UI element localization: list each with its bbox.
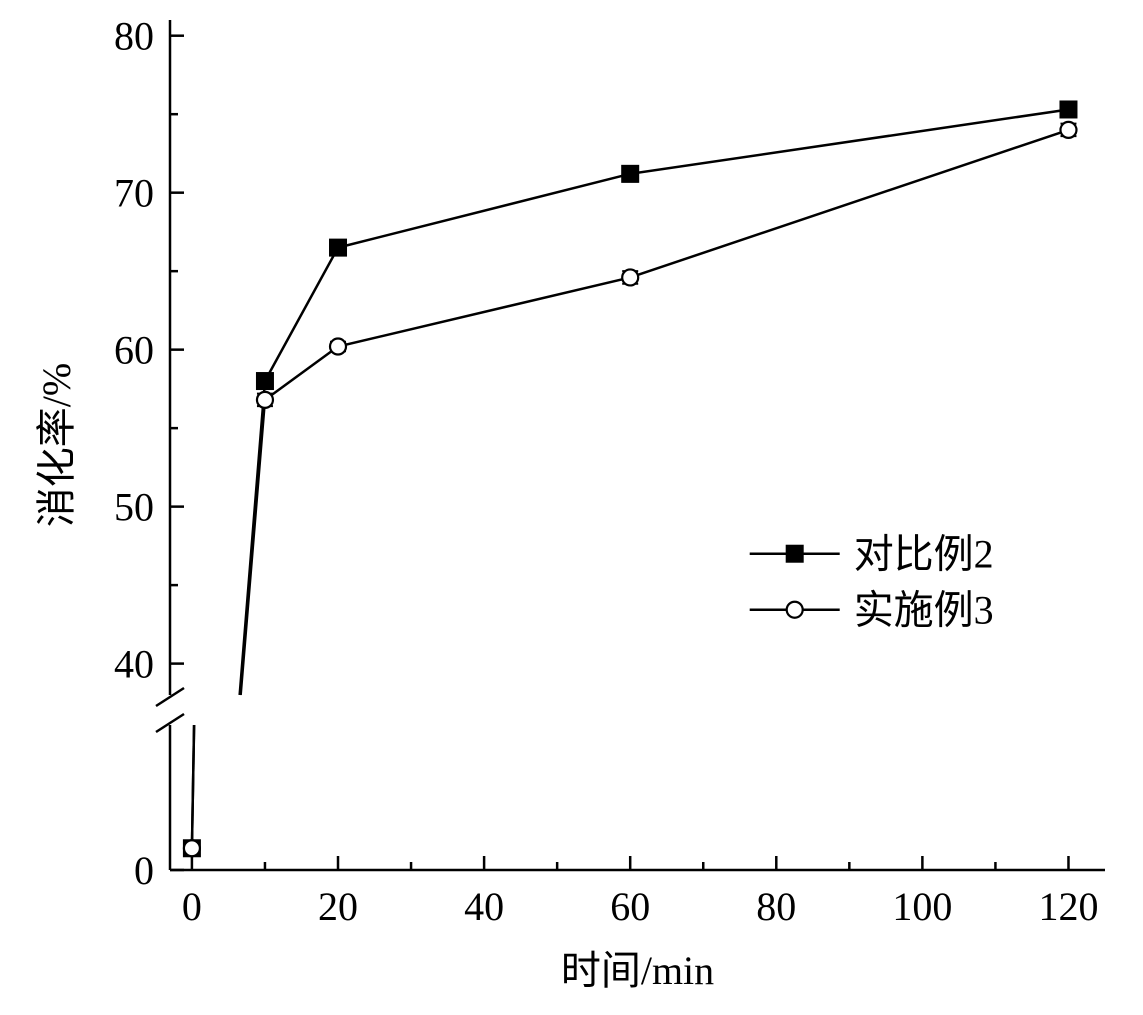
y-tick-label: 50 <box>114 485 154 530</box>
x-tick-label: 120 <box>1038 884 1098 929</box>
y-tick-label: 40 <box>114 642 154 687</box>
x-tick-label: 40 <box>464 884 504 929</box>
marker-square <box>1060 101 1076 117</box>
legend-label-s1: 对比例2 <box>854 532 994 577</box>
marker-square <box>330 240 346 256</box>
marker-circle <box>622 269 638 285</box>
y-axis-title: 消化率/% <box>34 363 79 527</box>
x-tick-label: 20 <box>318 884 358 929</box>
x-tick-label: 100 <box>892 884 952 929</box>
legend-label-s2: 实施例3 <box>854 588 994 633</box>
y-tick-label: 80 <box>114 14 154 59</box>
x-tick-label: 80 <box>756 884 796 929</box>
marker-square <box>622 166 638 182</box>
marker-circle <box>330 339 346 355</box>
y-tick-label: 70 <box>114 171 154 216</box>
y-tick-label: 60 <box>114 328 154 373</box>
marker-circle <box>787 602 803 618</box>
chart-container: 0 20 40 60 80 100 120 40 50 60 70 80 0 时间/min 消化率/% 对比例… <box>0 0 1143 1015</box>
x-tick-label: 0 <box>182 884 202 929</box>
marker-circle <box>184 840 200 856</box>
x-tick-label: 60 <box>610 884 650 929</box>
x-axis-title: 时间/min <box>561 948 714 993</box>
marker-square <box>257 373 273 389</box>
marker-circle <box>1060 122 1076 138</box>
marker-square <box>787 546 803 562</box>
line-chart: 0 20 40 60 80 100 120 40 50 60 70 80 0 时间/min 消化率/% 对比例… <box>0 0 1143 1015</box>
y-tick-label: 0 <box>134 848 154 893</box>
marker-circle <box>257 392 273 408</box>
